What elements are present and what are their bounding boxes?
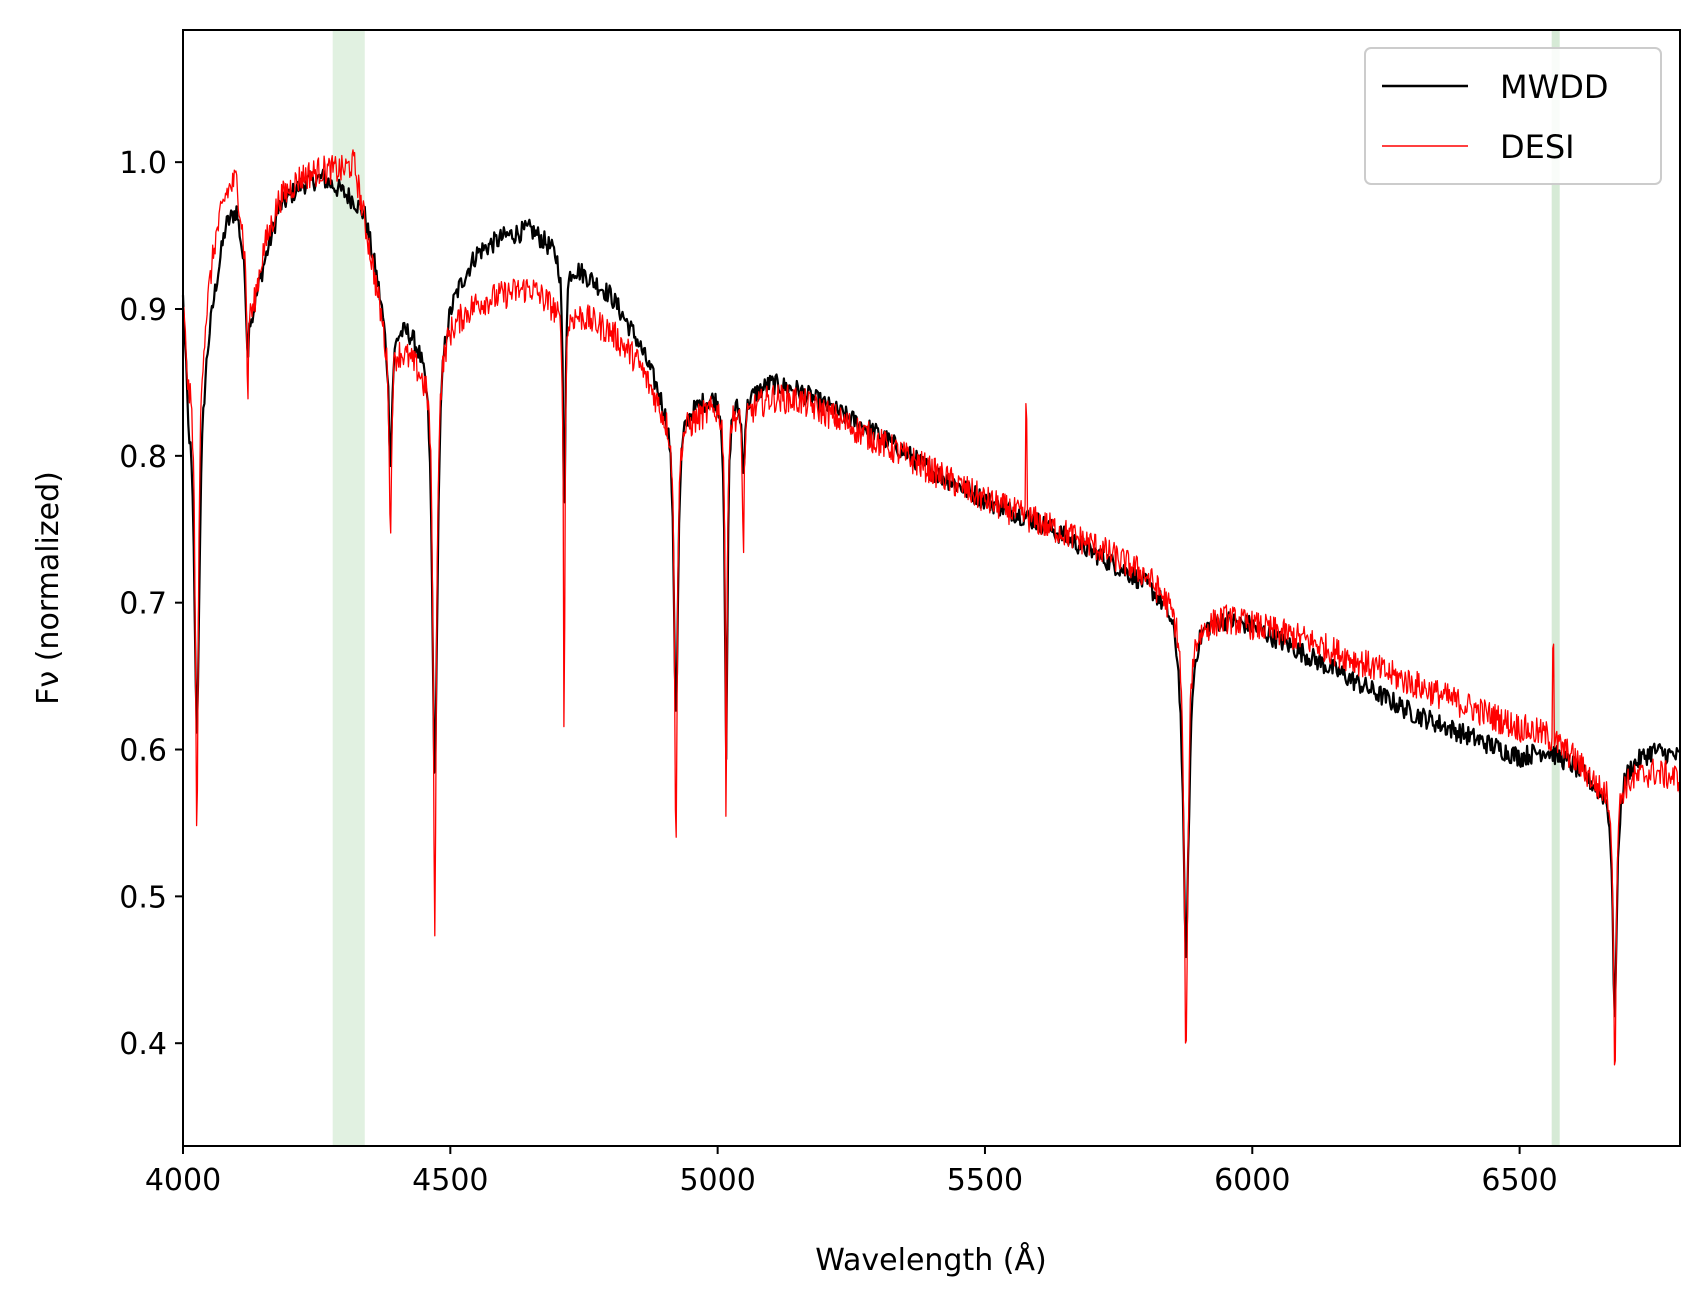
x-tick-label: 5500 bbox=[947, 1163, 1023, 1198]
y-tick-label: 0.8 bbox=[119, 440, 167, 475]
x-tick-label: 6500 bbox=[1481, 1163, 1557, 1198]
shaded-band-0 bbox=[332, 30, 365, 1146]
legend: MWDD DESI bbox=[1364, 47, 1662, 185]
plot-frame bbox=[182, 29, 1681, 1147]
series-desi-line bbox=[182, 149, 1681, 1066]
x-tick-label: 4000 bbox=[145, 1163, 221, 1198]
shaded-band-1 bbox=[1551, 30, 1560, 1146]
x-ticks: 4000 4500 5000 5500 6000 6500 bbox=[145, 1146, 1558, 1198]
shaded-bands bbox=[332, 30, 1560, 1146]
x-tick-label: 5000 bbox=[679, 1163, 755, 1198]
legend-mwdd-label: MWDD bbox=[1500, 68, 1609, 106]
x-tick-label: 6000 bbox=[1214, 1163, 1290, 1198]
y-tick-label: 0.7 bbox=[119, 587, 167, 622]
x-axis-label: Wavelength (Å) bbox=[815, 1242, 1046, 1278]
series-mwdd-line bbox=[181, 168, 1681, 1018]
series-lines bbox=[181, 149, 1681, 1066]
legend-box bbox=[1364, 47, 1662, 185]
y-tick-label: 0.9 bbox=[119, 293, 167, 328]
legend-desi-label: DESI bbox=[1500, 128, 1575, 166]
y-axis-label: Fν (normalized) bbox=[31, 471, 66, 705]
y-ticks: 0.4 0.5 0.6 0.7 0.8 0.9 1.0 bbox=[119, 146, 183, 1062]
y-tick-label: 0.6 bbox=[119, 734, 167, 769]
y-tick-label: 1.0 bbox=[119, 146, 167, 181]
x-tick-label: 4500 bbox=[412, 1163, 488, 1198]
y-tick-label: 0.5 bbox=[119, 880, 167, 915]
y-tick-label: 0.4 bbox=[119, 1027, 167, 1062]
